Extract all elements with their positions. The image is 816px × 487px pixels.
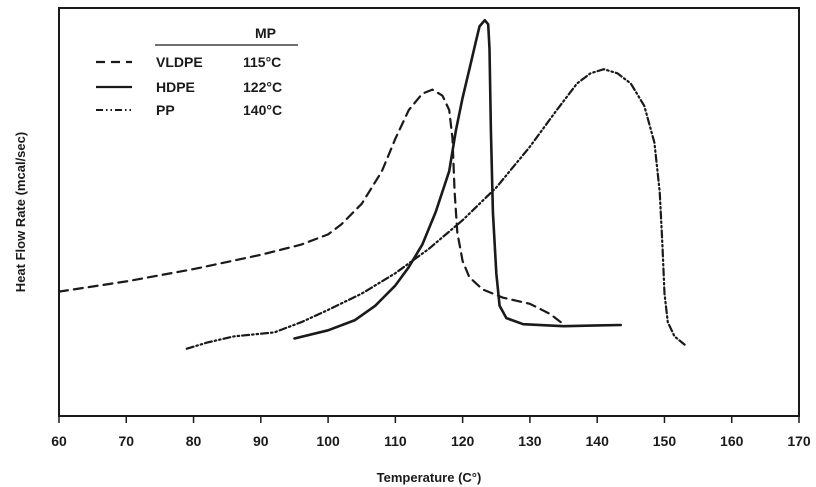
series-line-vldpe — [57, 88, 565, 326]
x-tick-label: 80 — [186, 433, 202, 449]
legend-name-hdpe: HDPE — [156, 79, 195, 95]
series-layer — [57, 18, 686, 350]
x-tick-label: 90 — [253, 433, 269, 449]
legend-mp-vldpe: 115°C — [243, 54, 281, 70]
x-tick-label: 110 — [384, 433, 407, 449]
x-tick-label: 160 — [720, 433, 744, 449]
x-tick-label: 70 — [118, 433, 134, 449]
x-tick-label: 100 — [316, 433, 340, 449]
legend-name-pp: PP — [156, 102, 175, 118]
legend-mp-pp: 140°C — [243, 102, 282, 118]
legend-header: MP — [255, 25, 276, 41]
legend: MP VLDPE 115°C HDPE 122°C PP 140°C — [96, 25, 298, 118]
x-axis-label: Temperature (C°) — [377, 470, 482, 485]
x-ticks: 60 70 80 90 100 110 120 130 140 150 160 170 — [51, 416, 811, 449]
legend-name-vldpe: VLDPE — [156, 54, 203, 70]
x-tick-label: 120 — [451, 433, 475, 449]
x-tick-label: 60 — [51, 433, 67, 449]
series-line-pp — [185, 68, 686, 350]
plot-frame — [58, 7, 800, 417]
x-tick-label: 170 — [787, 433, 811, 449]
y-axis-label: Heat Flow Rate (mcal/sec) — [13, 132, 28, 292]
x-tick-label: 140 — [586, 433, 610, 449]
series-line-hdpe — [293, 18, 622, 340]
x-tick-label: 150 — [653, 433, 677, 449]
x-tick-label: 130 — [518, 433, 542, 449]
legend-mp-hdpe: 122°C — [243, 79, 282, 95]
